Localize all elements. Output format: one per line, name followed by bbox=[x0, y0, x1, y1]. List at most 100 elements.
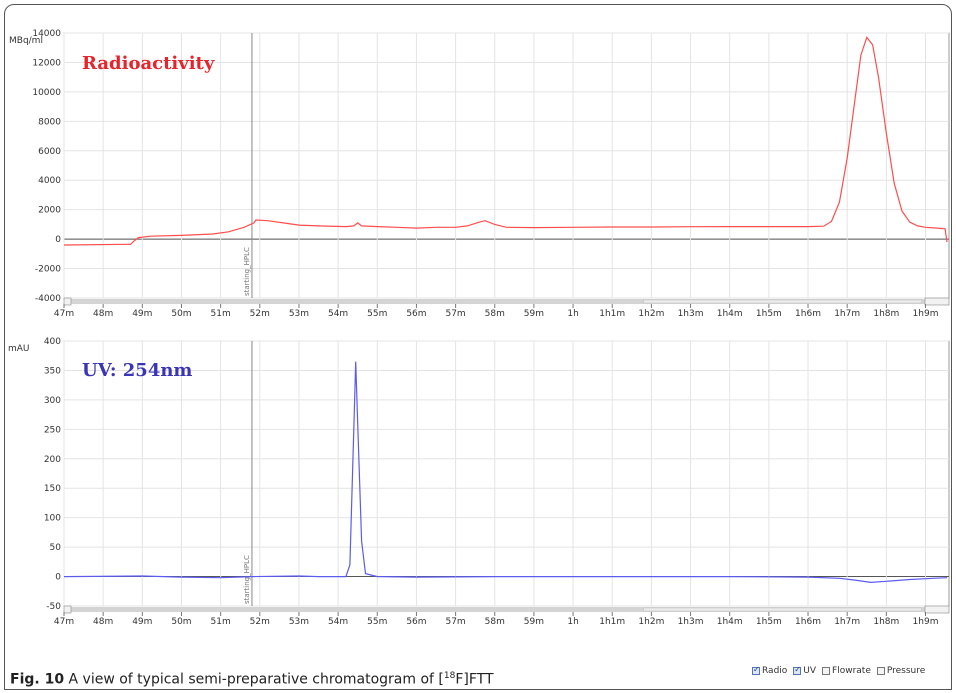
scroll-left-button[interactable] bbox=[63, 297, 72, 306]
radioactivity-panel: starting_HPLC -4000 -2000 0 2000 4000 6000 800… bbox=[9, 29, 950, 319]
x-ticks-bottom: 47m 48m 49m 50m 51m 52m 53m 54m 55m 56m 57m 58m 59m 1… bbox=[54, 605, 950, 627]
x-tick-label: 1h9m bbox=[913, 309, 939, 319]
figure-frame bbox=[4, 4, 952, 690]
x-tick-label: 1h4m bbox=[717, 309, 743, 319]
y-axis-label-bottom: mAU bbox=[8, 344, 30, 354]
x-tick-label: 1h8m bbox=[873, 309, 899, 319]
legend-item-flowrate[interactable]: Flowrate bbox=[822, 666, 871, 676]
y-tick-label: 10000 bbox=[32, 88, 61, 98]
x-tick-label: 58m bbox=[485, 309, 505, 319]
event-marker-label: starting_HPLC bbox=[243, 247, 251, 296]
x-tick-label: 47m bbox=[54, 309, 74, 319]
x-tick-label: 53m bbox=[289, 617, 309, 627]
y-ticks-top: -4000 -2000 0 2000 4000 6000 8000 10000 12000 140… bbox=[32, 29, 61, 304]
y-tick-label: 200 bbox=[44, 455, 61, 465]
x-tick-label: 1h1m bbox=[599, 617, 625, 627]
scrollbar-thumb[interactable] bbox=[643, 607, 922, 612]
x-tick-label: 50m bbox=[171, 309, 191, 319]
x-tick-label: 49m bbox=[132, 617, 152, 627]
x-tick-label: 50m bbox=[171, 617, 191, 627]
x-tick-label: 1h2m bbox=[638, 309, 664, 319]
y-tick-label: 100 bbox=[44, 514, 61, 524]
y-tick-label: -2000 bbox=[35, 265, 61, 275]
event-marker-label: starting_HPLC bbox=[243, 555, 251, 604]
caption-superscript: 18 bbox=[443, 671, 456, 681]
uv-series bbox=[64, 361, 948, 584]
x-tick-label: 56m bbox=[406, 617, 426, 627]
x-tick-label: 1h6m bbox=[795, 617, 821, 627]
caption-label: Fig. 10 bbox=[10, 671, 65, 688]
x-ticks-top: 47m 48m 49m 50m 51m 52m 53m 54m 55m 56m 57m 58m 59m 1… bbox=[54, 297, 950, 319]
x-tick-label: 56m bbox=[406, 309, 426, 319]
series-line bbox=[64, 361, 948, 584]
legend: Radio UV Flowrate Pressure bbox=[752, 665, 925, 676]
x-tick-label: 59m bbox=[524, 309, 544, 319]
legend-label: Flowrate bbox=[832, 666, 871, 676]
y-tick-label: 400 bbox=[44, 337, 61, 347]
legend-item-radio[interactable]: Radio bbox=[752, 665, 788, 676]
scrollbar-track[interactable] bbox=[64, 299, 949, 304]
x-tick-label: 55m bbox=[367, 617, 387, 627]
scroll-left-button[interactable] bbox=[63, 605, 72, 614]
x-tick-label: 54m bbox=[328, 617, 348, 627]
y-tick-label: 350 bbox=[44, 366, 61, 376]
scrollbar-track[interactable] bbox=[64, 607, 949, 612]
y-tick-label: 300 bbox=[44, 396, 61, 406]
scrollbar-thumb[interactable] bbox=[643, 299, 922, 304]
x-tick-label: 1h2m bbox=[638, 617, 664, 627]
y-tick-label: 4000 bbox=[38, 176, 61, 186]
radioactivity-series bbox=[64, 36, 948, 246]
x-tick-label: 57m bbox=[445, 309, 465, 319]
x-tick-label: 59m bbox=[524, 617, 544, 627]
series-line bbox=[64, 36, 948, 246]
x-tick-label: 57m bbox=[445, 617, 465, 627]
uv-panel: starting_HPLC -50 0 50 100 150 200 250 300 350 40… bbox=[8, 337, 950, 627]
x-tick-label: 1h7m bbox=[834, 617, 860, 627]
legend-label: UV bbox=[803, 666, 817, 676]
y-axis-label-top: MBq/ml bbox=[9, 36, 43, 46]
y-tick-label: 12000 bbox=[32, 58, 61, 68]
y-tick-label: 8000 bbox=[38, 117, 61, 127]
x-tick-label: 1h1m bbox=[599, 309, 625, 319]
y-tick-label: 14000 bbox=[32, 29, 61, 39]
x-tick-label: 53m bbox=[289, 309, 309, 319]
y-ticks-bottom: -50 0 50 100 150 200 250 300 350 400 bbox=[44, 337, 61, 612]
x-tick-label: 1h5m bbox=[756, 617, 782, 627]
figure-caption: Fig. 10 A view of typical semi-preparati… bbox=[10, 671, 494, 688]
panel-title-radioactivity: Radioactivity bbox=[82, 53, 215, 74]
x-tick-label: 52m bbox=[250, 309, 270, 319]
x-tick-label: 1h4m bbox=[717, 617, 743, 627]
y-tick-label: 2000 bbox=[38, 206, 61, 216]
panel-title-uv: UV: 254nm bbox=[82, 360, 192, 381]
y-tick-label: 6000 bbox=[38, 147, 61, 157]
x-tick-label: 1h6m bbox=[795, 309, 821, 319]
legend-checkbox[interactable] bbox=[793, 665, 802, 675]
legend-checkbox[interactable] bbox=[822, 667, 831, 675]
scroll-right-button[interactable] bbox=[924, 605, 950, 614]
y-tick-label: 50 bbox=[50, 543, 62, 553]
legend-label: Radio bbox=[762, 666, 788, 676]
plot-area bbox=[63, 340, 950, 607]
y-tick-label: 0 bbox=[55, 573, 61, 583]
caption-text-end: F]FTT bbox=[455, 671, 494, 688]
legend-checkbox[interactable] bbox=[752, 665, 760, 675]
y-tick-label: -4000 bbox=[35, 294, 61, 304]
x-tick-label: 48m bbox=[93, 617, 113, 627]
x-tick-label: 54m bbox=[328, 309, 348, 319]
legend-item-pressure[interactable]: Pressure bbox=[876, 666, 925, 676]
x-tick-label: 47m bbox=[54, 617, 74, 627]
x-tick-label: 55m bbox=[367, 309, 387, 319]
scroll-right-button[interactable] bbox=[924, 297, 950, 306]
y-tick-label: -50 bbox=[46, 602, 61, 612]
legend-item-uv[interactable]: UV bbox=[793, 665, 817, 676]
y-tick-label: 150 bbox=[44, 484, 61, 494]
grid-bottom: starting_HPLC bbox=[63, 340, 950, 607]
x-tick-label: 1h bbox=[567, 309, 578, 319]
x-tick-label: 1h5m bbox=[756, 309, 782, 319]
x-tick-label: 49m bbox=[132, 309, 152, 319]
x-tick-label: 1h bbox=[567, 617, 578, 627]
legend-checkbox[interactable] bbox=[876, 667, 885, 675]
grid-top: starting_HPLC bbox=[63, 32, 950, 299]
x-tick-label: 51m bbox=[211, 617, 231, 627]
